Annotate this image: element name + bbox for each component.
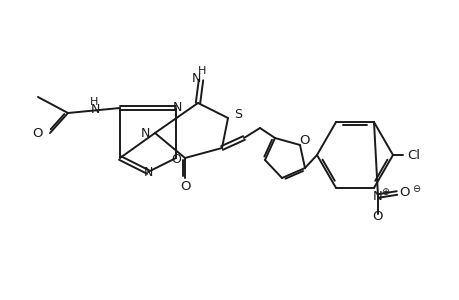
- Text: H: H: [197, 66, 206, 76]
- Text: O: O: [372, 209, 382, 223]
- Text: S: S: [234, 107, 241, 121]
- Text: N: N: [140, 127, 150, 140]
- Text: ⊖: ⊖: [411, 184, 419, 194]
- Text: O: O: [171, 152, 180, 166]
- Text: N: N: [143, 167, 152, 179]
- Text: O: O: [299, 134, 309, 146]
- Text: O: O: [180, 179, 191, 193]
- Text: N: N: [191, 71, 200, 85]
- Text: H: H: [90, 97, 98, 106]
- Text: Cl: Cl: [406, 148, 419, 161]
- Text: N: N: [372, 190, 382, 202]
- Text: N: N: [90, 103, 100, 116]
- Text: N: N: [172, 100, 181, 113]
- Text: O: O: [33, 127, 43, 140]
- Text: O: O: [399, 187, 409, 200]
- Text: ⊕: ⊕: [380, 187, 388, 197]
